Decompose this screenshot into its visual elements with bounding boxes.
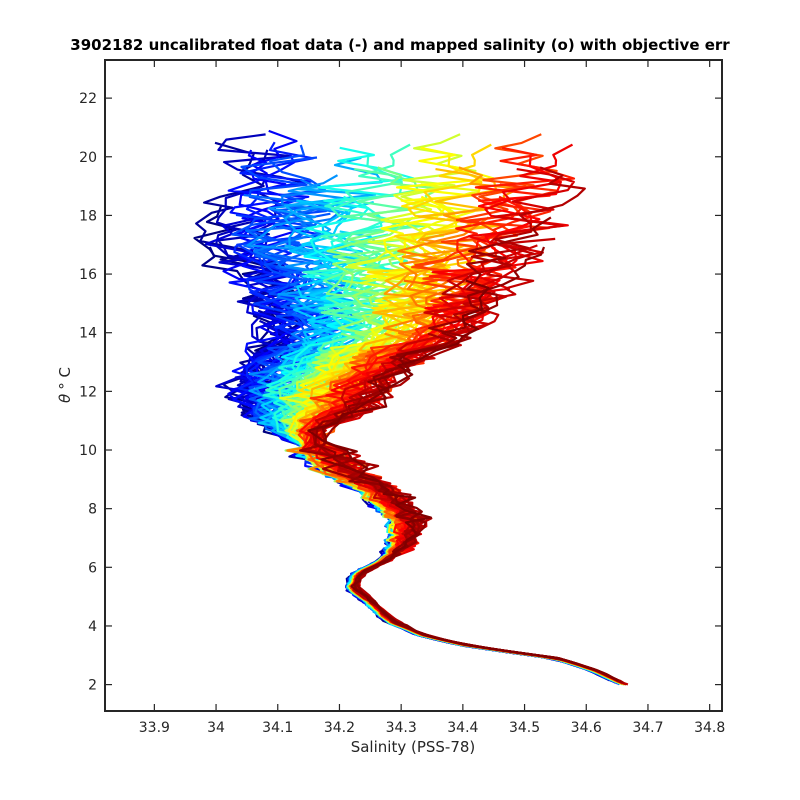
x-tick-label: 33.9 — [139, 720, 170, 736]
y-tick-label: 2 — [88, 678, 97, 694]
x-tick-label: 34.2 — [324, 720, 355, 736]
x-tick-label: 34 — [207, 720, 225, 736]
x-tick-label: 34.6 — [571, 720, 602, 736]
plot-frame — [104, 59, 723, 712]
x-tick-label: 34.4 — [447, 720, 478, 736]
y-axis-ticks: 2 4 6 8 10 12 14 16 18 20 22 — [79, 91, 722, 694]
x-tick-label: 34.3 — [386, 720, 417, 736]
x-tick-label: 34.5 — [509, 720, 540, 736]
x-tick-label: 34.7 — [632, 720, 663, 736]
y-axis-label: θ ° C — [56, 367, 74, 403]
x-axis-label: Salinity (PSS-78) — [351, 738, 476, 756]
x-tick-label: 34.8 — [694, 720, 725, 736]
y-axis-label-unit: ° C — [56, 367, 74, 390]
profile-lines — [193, 129, 629, 686]
y-tick-label: 8 — [88, 502, 97, 518]
plot-area — [105, 60, 722, 711]
x-tick-label: 34.1 — [262, 720, 293, 736]
chart-title: 3902182 uncalibrated float data (-) and … — [70, 36, 730, 54]
y-tick-label: 6 — [88, 560, 97, 576]
y-tick-label: 22 — [79, 91, 97, 107]
y-tick-label: 12 — [79, 384, 97, 400]
y-tick-label: 20 — [79, 150, 97, 166]
y-tick-label: 16 — [79, 267, 97, 283]
y-tick-label: 14 — [79, 326, 97, 342]
y-axis-label-symbol: θ — [56, 394, 74, 403]
y-tick-label: 4 — [88, 619, 97, 635]
y-tick-label: 18 — [79, 208, 97, 224]
y-tick-label: 10 — [79, 443, 97, 459]
x-axis-ticks: 33.9 34 34.1 34.2 34.3 34.4 34.5 34.6 34.7 34.8 — [139, 60, 725, 736]
profile-line — [307, 279, 619, 682]
